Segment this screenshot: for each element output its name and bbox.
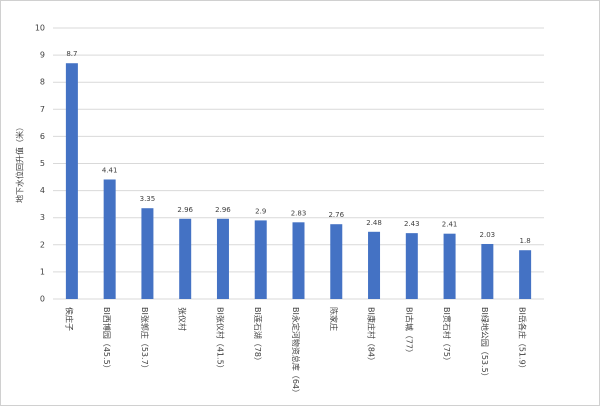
x-tick-label: BI张仪村（41.5） xyxy=(215,307,225,373)
x-tick-label: BI张郭庄（53.7） xyxy=(140,307,150,373)
y-tick-label: 0 xyxy=(40,295,45,304)
y-tick-label: 6 xyxy=(40,132,45,141)
value-label: 4.41 xyxy=(102,166,118,174)
x-tick-label: BI绿地公园（53.5） xyxy=(480,307,490,381)
bar xyxy=(368,231,381,299)
y-tick-label: 10 xyxy=(35,24,45,33)
bar xyxy=(292,222,305,299)
y-tick-label: 1 xyxy=(40,267,45,276)
x-tick-label: BI古城（77） xyxy=(404,307,414,357)
value-label: 2.9 xyxy=(255,207,266,215)
x-tick-label: BI西博园（45.5） xyxy=(102,307,112,373)
x-tick-label: BI康庄村（84） xyxy=(367,307,377,365)
value-label: 1.8 xyxy=(520,237,531,245)
y-axis-label: 地下水位回升值（米） xyxy=(15,123,25,203)
y-tick-label: 8 xyxy=(40,78,45,87)
bar xyxy=(330,224,343,299)
x-tick-label: BI岳各庄（51.9） xyxy=(518,307,528,373)
bar xyxy=(405,233,418,299)
value-label: 2.41 xyxy=(442,221,458,229)
value-label: 2.48 xyxy=(366,219,382,227)
bar xyxy=(519,250,532,299)
y-tick-label: 9 xyxy=(40,51,45,60)
y-tick-label: 2 xyxy=(40,240,45,249)
value-label: 2.03 xyxy=(480,231,496,239)
value-label: 3.35 xyxy=(140,195,156,203)
y-tick-label: 5 xyxy=(40,159,45,168)
bar xyxy=(443,233,456,299)
bar xyxy=(254,220,267,299)
value-label: 2.83 xyxy=(291,209,307,217)
x-tick-label: 陈家庄 xyxy=(329,307,339,331)
x-tick-label: BI莲石湖（78） xyxy=(253,307,263,365)
value-label: 2.43 xyxy=(404,220,420,228)
value-label: 2.76 xyxy=(328,211,344,219)
value-label: 2.96 xyxy=(177,206,193,214)
bar xyxy=(179,218,192,299)
bar xyxy=(65,63,78,300)
bar xyxy=(216,218,229,299)
x-tick-label: 张仪村 xyxy=(178,307,188,331)
bar xyxy=(141,208,154,299)
x-tick-label: BI永定河物资总库（64） xyxy=(291,307,301,397)
x-tick-label: BI贯石村（75） xyxy=(442,307,452,365)
bar xyxy=(481,243,494,299)
y-tick-label: 7 xyxy=(40,105,45,114)
value-label: 2.96 xyxy=(215,206,231,214)
value-label: 8.7 xyxy=(66,50,77,58)
bar xyxy=(103,179,116,299)
x-tick-label: 侯庄子 xyxy=(64,307,74,331)
y-tick-label: 3 xyxy=(40,213,45,222)
y-tick-label: 4 xyxy=(40,186,45,195)
